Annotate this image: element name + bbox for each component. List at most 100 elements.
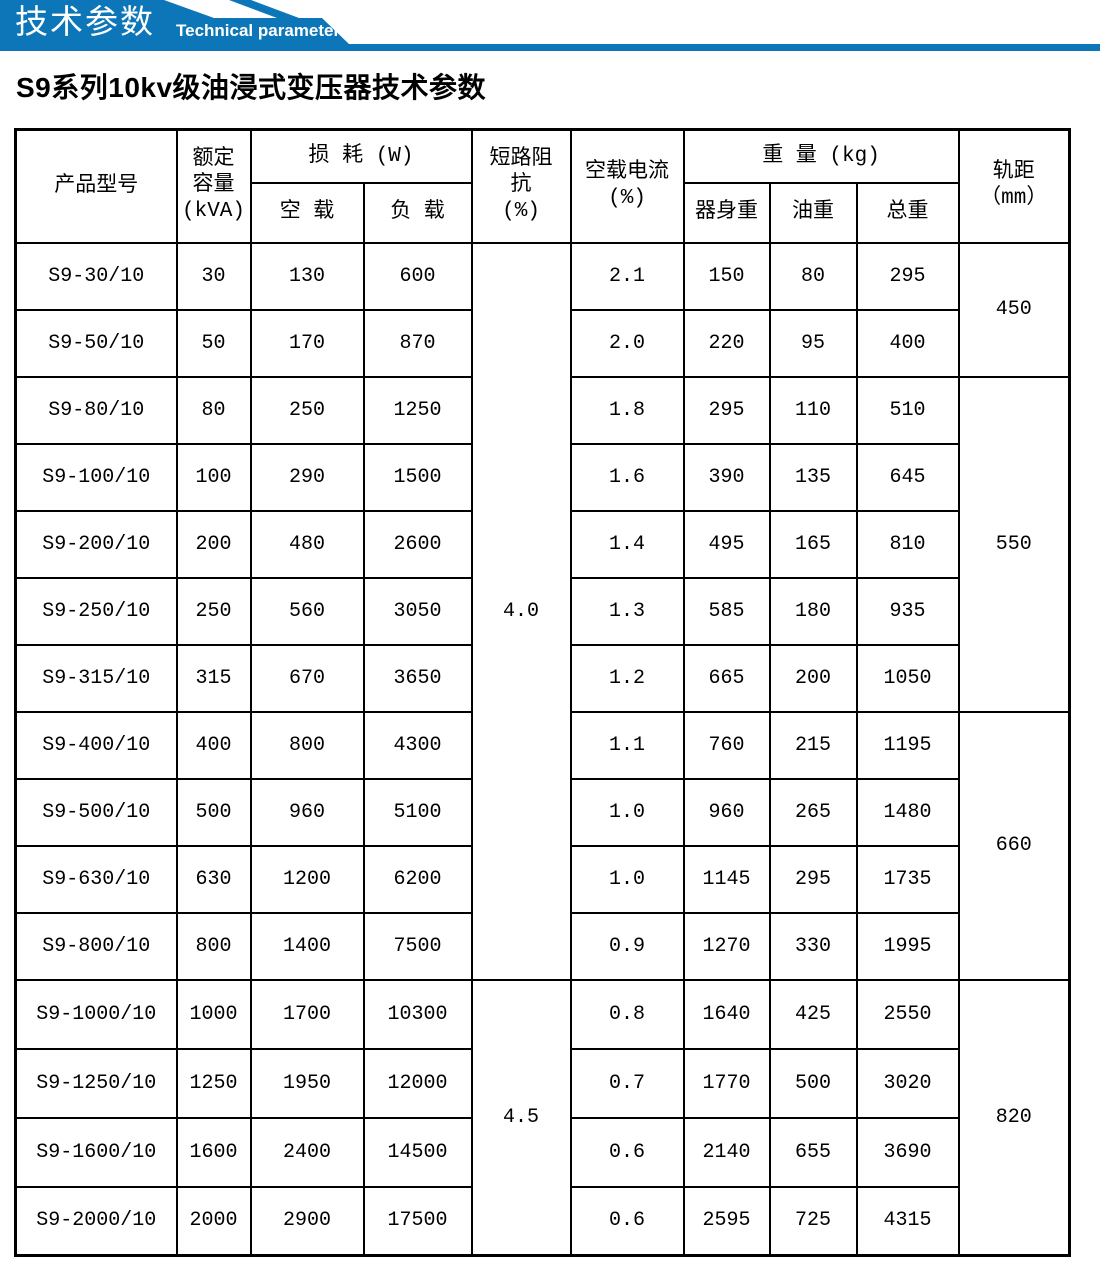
table-row: S9-2000/10 2000 2900 17500 0.6 2595 725 4315: [14, 1185, 1070, 1257]
cell-total-weight: 810: [855, 509, 960, 579]
header-product-model: 产品型号: [14, 128, 178, 244]
cell-oil-weight: 200: [768, 643, 858, 713]
header-row-sub: 空 载 负 载 器身重 油重 总重: [16, 181, 1070, 244]
header-weight-group: 重 量 (kg): [682, 128, 960, 184]
cell-total-weight: 4315: [855, 1185, 960, 1257]
header-gauge: 轨距 （mm）: [957, 128, 1071, 244]
cell-oil-weight: 135: [768, 442, 858, 512]
cell-gauge: 820: [957, 978, 1071, 1257]
page-title: S9系列10kv级油浸式变压器技术参数: [16, 72, 487, 103]
cell-product-model: S9-1250/10: [14, 1047, 178, 1119]
cell-product-model: S9-630/10: [14, 844, 178, 914]
banner-swoosh: [229, 0, 299, 18]
cell-oil-weight: 500: [768, 1047, 858, 1119]
header-line: (kVA): [181, 200, 245, 224]
table-row: S9-800/10 800 1400 7500 0.9 1270 330 1995: [14, 911, 1070, 981]
cell-no-load-loss: 170: [249, 308, 365, 378]
cell-no-load-current: 0.8: [569, 978, 685, 1050]
cell-product-model: S9-800/10: [14, 911, 178, 981]
cell-total-weight: 3690: [855, 1116, 960, 1188]
cell-no-load-loss: 960: [249, 777, 365, 847]
cell-load-loss: 10300: [362, 978, 473, 1050]
table-row: S9-315/10 315 670 3650 1.2 665 200 1050: [14, 643, 1070, 713]
cell-rated-capacity: 1250: [175, 1047, 252, 1119]
cell-no-load-current: 2.1: [569, 241, 685, 311]
table-row: S9-630/10 630 1200 6200 1.0 1145 295 1735: [14, 844, 1070, 914]
cell-no-load-current: 0.9: [569, 911, 685, 981]
cell-no-load-current: 2.0: [569, 308, 685, 378]
header-line: 抗: [510, 174, 532, 198]
cell-no-load-loss: 480: [249, 509, 365, 579]
cell-rated-capacity: 630: [175, 844, 252, 914]
cell-product-model: S9-30/10: [14, 241, 178, 311]
header-line: 短路阻: [489, 148, 553, 172]
cell-product-model: S9-250/10: [14, 576, 178, 646]
cell-rated-capacity: 400: [175, 710, 252, 780]
cell-product-model: S9-50/10: [14, 308, 178, 378]
cell-oil-weight: 425: [768, 978, 858, 1050]
banner-shape: [0, 0, 1100, 51]
table-row: S9-30/10 30 130 600 4.0 2.1 150 80 295 450: [14, 241, 1071, 981]
cell-body-weight: 665: [682, 643, 771, 713]
cell-product-model: S9-500/10: [14, 777, 178, 847]
cell-oil-weight: 80: [768, 241, 858, 311]
cell-product-model: S9-2000/10: [14, 1185, 178, 1257]
cell-oil-weight: 295: [768, 844, 858, 914]
cell-load-loss: 3050: [362, 576, 473, 646]
cell-rated-capacity: 250: [175, 576, 252, 646]
header-row-top: 产品型号 额定 容量 (kVA) 损 耗 (W) 短路阻 抗 (%) 空载电流 …: [14, 128, 1071, 244]
cell-load-loss: 3650: [362, 643, 473, 713]
cell-impedance: 4.5: [470, 978, 572, 1257]
cell-product-model: S9-80/10: [14, 375, 178, 445]
header-loss-group: 损 耗 (W): [249, 128, 473, 184]
banner-title: 技术参数: [15, 3, 155, 40]
header-loss-no-load: 空 载: [249, 181, 365, 244]
cell-rated-capacity: 200: [175, 509, 252, 579]
cell-product-model: S9-200/10: [14, 509, 178, 579]
header-weight-body: 器身重: [682, 181, 771, 244]
cell-impedance: 4.0: [470, 241, 572, 981]
cell-load-loss: 1500: [362, 442, 473, 512]
cell-body-weight: 1145: [682, 844, 771, 914]
cell-no-load-current: 1.0: [569, 844, 685, 914]
cell-no-load-loss: 1400: [249, 911, 365, 981]
cell-product-model: S9-400/10: [14, 710, 178, 780]
cell-total-weight: 1195: [855, 710, 960, 780]
cell-load-loss: 600: [362, 241, 473, 311]
cell-total-weight: 2550: [855, 978, 960, 1050]
cell-rated-capacity: 500: [175, 777, 252, 847]
cell-rated-capacity: 1600: [175, 1116, 252, 1188]
technical-parameter-table: 产品型号 额定 容量 (kVA) 损 耗 (W) 短路阻 抗 (%) 空载电流 …: [14, 128, 1072, 1257]
header-line: （mm）: [980, 187, 1048, 211]
table-row: S9-250/10 250 560 3050 1.3 585 180 935: [14, 576, 1070, 646]
cell-no-load-loss: 670: [249, 643, 365, 713]
cell-gauge: 450: [957, 241, 1071, 378]
cell-load-loss: 12000: [362, 1047, 473, 1119]
cell-no-load-loss: 2400: [249, 1116, 365, 1188]
cell-body-weight: 295: [682, 375, 771, 445]
cell-no-load-loss: 800: [249, 710, 365, 780]
header-line: (%): [608, 187, 646, 211]
cell-total-weight: 1995: [855, 911, 960, 981]
cell-no-load-loss: 250: [249, 375, 365, 445]
cell-total-weight: 1735: [855, 844, 960, 914]
cell-oil-weight: 330: [768, 911, 858, 981]
cell-no-load-current: 1.1: [569, 710, 685, 780]
cell-body-weight: 2140: [682, 1116, 771, 1188]
cell-no-load-loss: 130: [249, 241, 365, 311]
cell-no-load-current: 1.4: [569, 509, 685, 579]
cell-rated-capacity: 80: [175, 375, 252, 445]
header-line: 轨距: [992, 161, 1035, 185]
cell-total-weight: 1480: [855, 777, 960, 847]
cell-body-weight: 2595: [682, 1185, 771, 1257]
cell-body-weight: 220: [682, 308, 771, 378]
cell-body-weight: 495: [682, 509, 771, 579]
header-impedance: 短路阻 抗 (%): [470, 128, 572, 244]
header-weight-total: 总重: [855, 181, 960, 244]
cell-oil-weight: 95: [768, 308, 858, 378]
cell-gauge: 660: [957, 710, 1071, 981]
cell-oil-weight: 165: [768, 509, 858, 579]
header-line: 容量: [192, 174, 235, 198]
cell-body-weight: 585: [682, 576, 771, 646]
